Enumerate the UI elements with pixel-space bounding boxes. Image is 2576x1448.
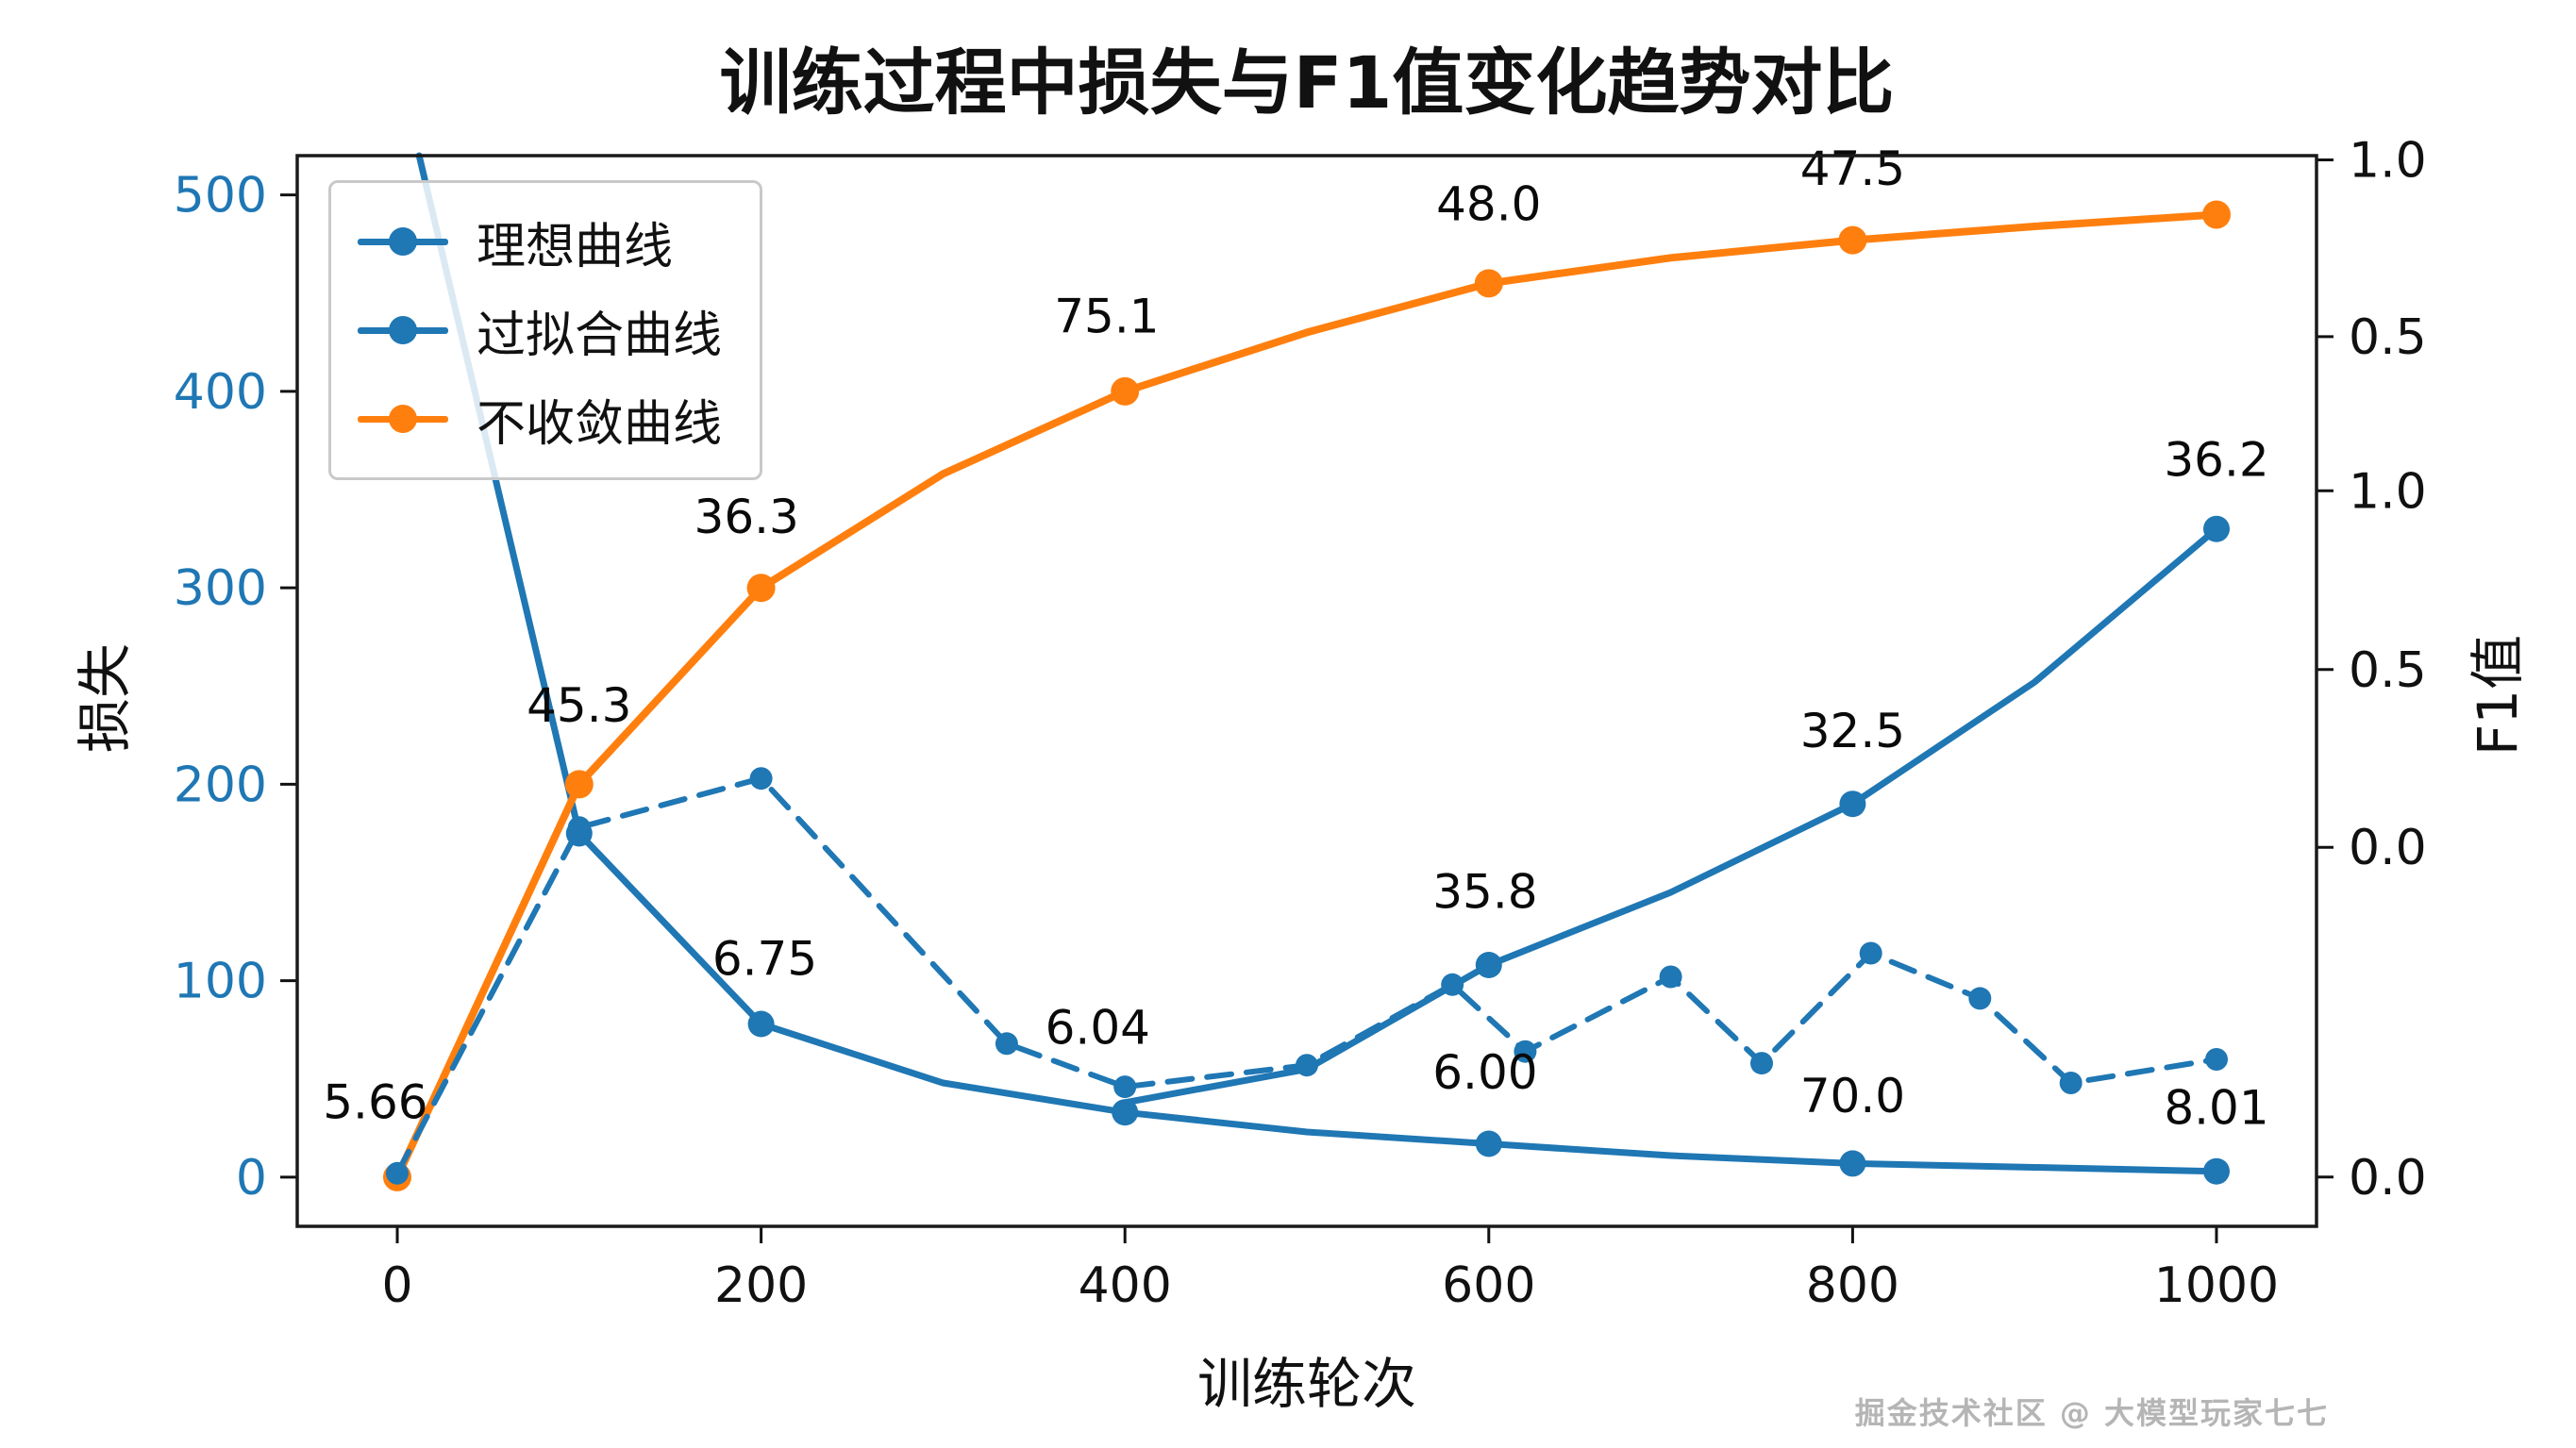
- data-point: [567, 816, 591, 840]
- data-point: [1838, 225, 1867, 255]
- data-point: [1111, 376, 1140, 406]
- y-tick-label-right: 0.0: [2349, 820, 2427, 876]
- y-axis-label-right: F1值: [2466, 634, 2530, 757]
- legend-item: 理想曲线: [358, 200, 722, 283]
- data-point: [1475, 1130, 1502, 1157]
- data-point: [1296, 1054, 1318, 1077]
- legend-item: 不收敛曲线: [358, 377, 722, 460]
- y-tick-label-right: 0.5: [2349, 309, 2427, 366]
- data-point: [746, 574, 776, 603]
- data-label: 70.0: [1800, 1069, 1905, 1123]
- legend-item: 过拟合曲线: [358, 289, 722, 372]
- data-point: [386, 1161, 409, 1185]
- data-point: [1441, 973, 1464, 996]
- y-tick-label-right: 0.5: [2349, 642, 2427, 699]
- series-dashed-3: [386, 767, 2228, 1185]
- series-line: [393, 210, 2220, 1181]
- data-label: 45.3: [527, 678, 631, 733]
- series-line: [394, 775, 2219, 1176]
- data-point: [995, 1032, 1018, 1056]
- legend-marker-icon: [358, 311, 448, 349]
- data-point: [1968, 987, 1992, 1010]
- data-label: 75.1: [1054, 289, 1159, 343]
- data-label: 36.3: [694, 490, 799, 544]
- data-point: [749, 767, 773, 791]
- legend-label: 理想曲线: [477, 218, 674, 275]
- data-point: [1514, 1040, 1537, 1063]
- y-tick-label-left: 500: [174, 168, 267, 225]
- legend-marker-icon: [358, 400, 448, 438]
- series-line: [1121, 525, 2220, 1107]
- legend: 理想曲线过拟合曲线不收敛曲线: [328, 180, 763, 480]
- data-point: [1859, 941, 1882, 965]
- data-label: 47.5: [1800, 141, 1905, 196]
- data-point: [1112, 1099, 1139, 1126]
- data-label: 32.5: [1800, 704, 1905, 758]
- legend-marker-icon: [358, 223, 448, 260]
- data-label: 36.2: [2164, 433, 2268, 488]
- data-point: [1475, 952, 1502, 978]
- data-point: [1113, 1075, 1137, 1099]
- y-tick-label-left: 100: [174, 954, 267, 1010]
- data-point: [1474, 269, 1503, 298]
- y-tick-label-left: 400: [174, 364, 267, 421]
- data-label: 8.01: [2164, 1081, 2268, 1136]
- series-过拟合曲线: [1121, 515, 2230, 1107]
- y-tick-label-left: 200: [174, 757, 267, 813]
- x-axis: 0 200 400 600 800 1000: [381, 1226, 2279, 1314]
- plot-border: [295, 154, 2318, 1228]
- y-axis-left: 0 100 200 300 400 500: [174, 168, 297, 1207]
- x-tick-label: 1000: [2154, 1257, 2279, 1314]
- y-axis-right: 1.0 0.5 1.0 0.5 0.0 0.0: [2317, 133, 2427, 1207]
- data-point: [2203, 1157, 2230, 1185]
- data-point: [2203, 515, 2230, 542]
- data-point: [2202, 200, 2231, 229]
- x-tick-label: 200: [714, 1257, 808, 1314]
- data-labels: 5.66 45.3 36.3 75.1 48.0 47.5 6.75 6.04 35.8 6.00…: [323, 141, 2268, 1136]
- y-tick-label-left: 300: [174, 560, 267, 617]
- y-tick-label-right: 0.0: [2349, 1150, 2427, 1207]
- data-point: [2205, 1048, 2228, 1071]
- y-axis-label-left: 损失: [73, 642, 137, 754]
- data-point: [1659, 965, 1682, 989]
- data-point: [1839, 1150, 1866, 1177]
- data-point: [1839, 791, 1866, 818]
- data-label: 6.00: [1432, 1045, 1537, 1100]
- legend-label: 过拟合曲线: [477, 307, 723, 364]
- chart-title: 训练过程中损失与F1值变化趋势对比: [719, 41, 1895, 125]
- y-tick-label-right: 1.0: [2349, 463, 2427, 520]
- data-label: 5.66: [323, 1075, 427, 1130]
- data-label: 6.75: [712, 931, 817, 986]
- x-tick-label: 800: [1806, 1257, 1899, 1314]
- x-tick-label: 0: [381, 1257, 412, 1314]
- data-point: [1750, 1052, 1773, 1075]
- data-point: [564, 770, 594, 799]
- legend-label: 不收敛曲线: [477, 395, 723, 453]
- x-tick-label: 400: [1079, 1257, 1172, 1314]
- data-label: 6.04: [1045, 1000, 1150, 1055]
- data-label: 35.8: [1432, 865, 1537, 920]
- data-point: [2059, 1072, 2083, 1094]
- data-point: [747, 1010, 775, 1038]
- x-axis-label: 训练轮次: [1196, 1352, 1416, 1416]
- x-tick-label: 600: [1442, 1257, 1535, 1314]
- y-tick-label-left: 0: [236, 1150, 267, 1207]
- series-line: [415, 152, 2220, 1175]
- data-label: 48.0: [1436, 177, 1541, 232]
- y-tick-label-right: 1.0: [2349, 133, 2427, 190]
- watermark-text: 掘金技术社区 @ 大模型玩家七七: [1854, 1395, 2329, 1431]
